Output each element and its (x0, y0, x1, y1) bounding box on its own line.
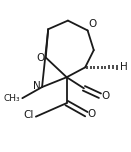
Text: H: H (120, 62, 128, 72)
Text: N: N (33, 81, 41, 91)
Text: O: O (88, 109, 96, 119)
Text: CH₃: CH₃ (4, 94, 20, 103)
Text: O: O (36, 53, 45, 62)
Text: O: O (89, 19, 97, 29)
Text: Cl: Cl (23, 110, 33, 120)
Text: O: O (101, 91, 109, 101)
